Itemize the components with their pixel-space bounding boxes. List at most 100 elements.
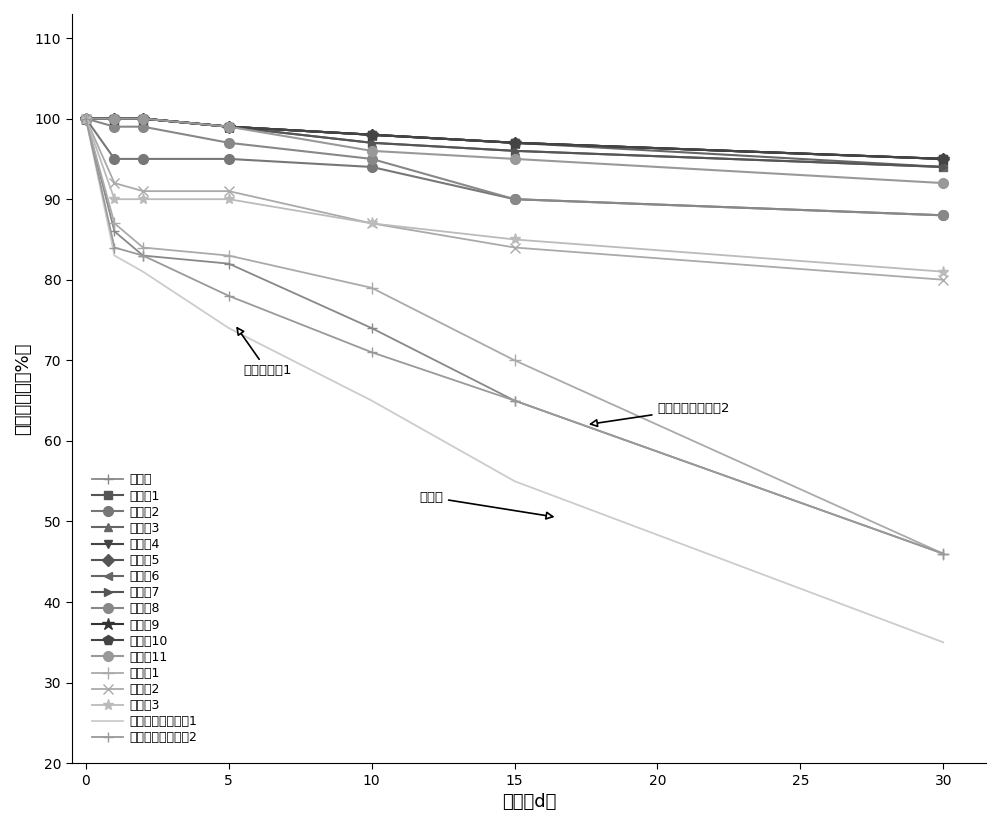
实施例9	[366, 130, 378, 139]
实施例7	[366, 138, 378, 148]
实施例8	[137, 122, 149, 132]
市售水溶性姜黄素2	[108, 243, 120, 252]
实施例3	[80, 114, 92, 124]
实施例3	[366, 138, 378, 148]
实施例2	[108, 154, 120, 164]
实施例6	[108, 114, 120, 124]
实施例6	[366, 130, 378, 139]
实施例7	[937, 162, 949, 172]
姜黄素	[509, 396, 521, 406]
实施例3	[137, 114, 149, 124]
实施例1	[937, 154, 949, 164]
Text: 姜黄素: 姜黄素	[419, 491, 553, 519]
Line: 姜黄素: 姜黄素	[81, 114, 948, 559]
实施例10	[137, 114, 149, 124]
Line: 实施例10: 实施例10	[81, 114, 948, 164]
Text: 市售姜黄素1: 市售姜黄素1	[237, 328, 292, 377]
Line: 实施例11: 实施例11	[81, 114, 948, 188]
对比例2	[80, 114, 92, 124]
实施例6	[937, 162, 949, 172]
实施例11	[509, 154, 521, 164]
对比例1	[366, 283, 378, 293]
实施例10	[108, 114, 120, 124]
Legend: 姜黄素, 实施例1, 实施例2, 实施例3, 实施例4, 实施例5, 实施例6, 实施例7, 实施例8, 实施例9, 实施例10, 实施例11, 对比例1, 对: 姜黄素, 实施例1, 实施例2, 实施例3, 实施例4, 实施例5, 实施例6,…	[87, 469, 202, 749]
实施例9	[937, 154, 949, 164]
实施例4	[80, 114, 92, 124]
对比例1	[137, 243, 149, 252]
实施例1	[108, 114, 120, 124]
实施例5	[108, 114, 120, 124]
实施例5	[137, 114, 149, 124]
Line: 实施例3: 实施例3	[82, 115, 947, 171]
对比例3	[366, 219, 378, 229]
对比例1	[80, 114, 92, 124]
实施例3	[223, 122, 235, 132]
Text: 市售水溶性姜黄素2: 市售水溶性姜黄素2	[591, 402, 730, 427]
实施例4	[937, 154, 949, 164]
市售水溶性姜黄素1	[509, 476, 521, 486]
实施例8	[509, 194, 521, 204]
实施例4	[137, 114, 149, 124]
对比例2	[137, 186, 149, 196]
实施例2	[937, 210, 949, 220]
实施例10	[366, 130, 378, 139]
Line: 实施例7: 实施例7	[82, 115, 947, 171]
实施例3	[937, 162, 949, 172]
实施例8	[108, 122, 120, 132]
姜黄素	[137, 251, 149, 261]
市售水溶性姜黄素2	[509, 396, 521, 406]
对比例3	[509, 234, 521, 244]
市售水溶性姜黄素1	[366, 396, 378, 406]
实施例4	[366, 130, 378, 139]
实施例9	[80, 114, 92, 124]
Line: 实施例5: 实施例5	[82, 115, 947, 163]
姜黄素	[366, 323, 378, 333]
实施例11	[108, 114, 120, 124]
对比例2	[108, 178, 120, 188]
市售水溶性姜黄素2	[223, 291, 235, 301]
实施例9	[108, 114, 120, 124]
实施例9	[137, 114, 149, 124]
实施例6	[509, 138, 521, 148]
对比例2	[509, 243, 521, 252]
实施例11	[366, 146, 378, 156]
市售水溶性姜黄素2	[937, 549, 949, 559]
Line: 实施例9: 实施例9	[80, 112, 949, 165]
实施例8	[223, 138, 235, 148]
对比例1	[223, 251, 235, 261]
实施例11	[137, 114, 149, 124]
对比例3	[223, 194, 235, 204]
姜黄素	[108, 227, 120, 237]
实施例10	[223, 122, 235, 132]
Y-axis label: 姜黄素含量（%）: 姜黄素含量（%）	[14, 342, 32, 435]
对比例3	[108, 194, 120, 204]
实施例6	[80, 114, 92, 124]
对比例3	[937, 266, 949, 276]
实施例4	[108, 114, 120, 124]
实施例11	[223, 122, 235, 132]
对比例1	[509, 356, 521, 365]
Line: 实施例8: 实施例8	[81, 114, 948, 220]
Line: 对比例1: 对比例1	[80, 113, 949, 559]
实施例11	[80, 114, 92, 124]
对比例3	[80, 114, 92, 124]
Line: 对比例3: 对比例3	[80, 113, 949, 277]
实施例9	[223, 122, 235, 132]
姜黄素	[223, 259, 235, 269]
实施例5	[80, 114, 92, 124]
实施例7	[509, 146, 521, 156]
Line: 实施例4: 实施例4	[82, 115, 947, 163]
实施例3	[509, 146, 521, 156]
实施例8	[366, 154, 378, 164]
实施例10	[80, 114, 92, 124]
对比例3	[137, 194, 149, 204]
市售水溶性姜黄素1	[223, 323, 235, 333]
实施例2	[509, 194, 521, 204]
实施例1	[137, 114, 149, 124]
实施例7	[137, 114, 149, 124]
对比例2	[937, 275, 949, 285]
实施例8	[80, 114, 92, 124]
Line: 市售水溶性姜黄素2: 市售水溶性姜黄素2	[81, 114, 948, 559]
Line: 实施例2: 实施例2	[81, 114, 948, 220]
实施例3	[108, 114, 120, 124]
